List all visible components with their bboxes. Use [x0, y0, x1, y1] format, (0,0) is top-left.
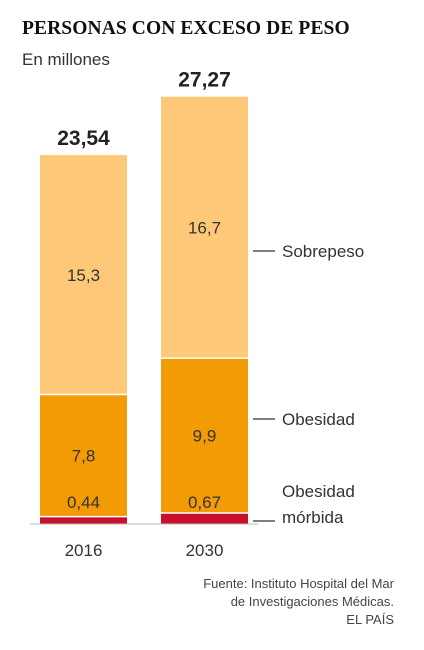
- legend-label-obesidad-mórbida-line-1: Obesidad: [282, 482, 355, 501]
- bar-segment-obesidad-2016: [40, 394, 127, 517]
- x-tick-label-2016: 2016: [65, 541, 103, 560]
- bar-segment-sobrepeso-2016: [40, 155, 127, 395]
- bar-segment-sobrepeso-2030: [161, 96, 248, 359]
- bar-segment-obesidad-mórbida-2030: [161, 513, 248, 524]
- legend-label-sobrepeso-line-1: Sobrepeso: [282, 242, 364, 261]
- bar-segment-obesidad-mórbida-2016: [40, 516, 127, 524]
- data-label-obesidad-2016: 7,8: [72, 447, 96, 466]
- bar-total-label-2016: 23,54: [57, 127, 110, 150]
- bar-segment-obesidad-2030: [161, 358, 248, 514]
- source-note: Fuente: Instituto Hospital del Mar de In…: [203, 575, 394, 629]
- source-line-1: Fuente: Instituto Hospital del Mar: [203, 576, 394, 591]
- data-label-obesidad-2030: 9,9: [193, 427, 217, 446]
- x-tick-label-2030: 2030: [186, 541, 224, 560]
- bar-total-label-2030: 27,27: [178, 69, 231, 92]
- chart-subtitle: En millones: [22, 50, 110, 69]
- source-line-2: de Investigaciones Médicas.: [230, 594, 394, 609]
- data-label-obesidad-mórbida-2016: 0,44: [67, 493, 100, 512]
- data-label-sobrepeso-2016: 15,3: [67, 266, 100, 285]
- data-label-obesidad-mórbida-2030: 0,67: [188, 493, 221, 512]
- stacked-bar-chart: 23,54 2016 27,27 2030 0,44 0,67 7,8 9,9 15,3 16,7…: [30, 69, 364, 560]
- source-brand: EL PAÍS: [346, 612, 394, 627]
- data-label-sobrepeso-2030: 16,7: [188, 218, 221, 237]
- chart-title: PERSONAS CON EXCESO DE PESO: [22, 18, 350, 39]
- legend-label-obesidad-line-1: Obesidad: [282, 410, 355, 429]
- legend-label-obesidad-mórbida-line-2: mórbida: [282, 508, 344, 527]
